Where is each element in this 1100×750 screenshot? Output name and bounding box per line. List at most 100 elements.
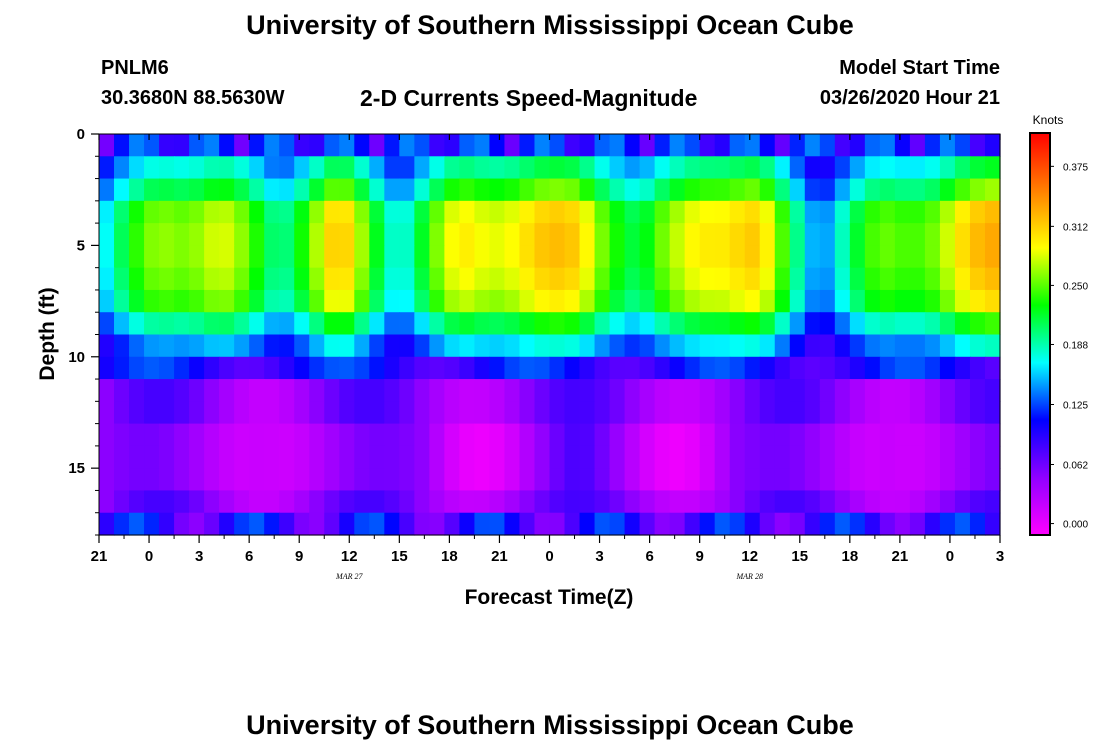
heatmap-cell [414,468,430,492]
heatmap-cell [954,223,971,246]
heatmap-cell [834,223,851,246]
heatmap-cell [489,178,506,202]
heatmap-cell [399,312,415,336]
heatmap-cell [234,200,250,224]
heatmap-cell [249,512,265,536]
heatmap-cell [864,245,881,269]
station-id: PNLM6 [101,57,169,79]
heatmap-cell [654,512,671,536]
y-axis-label: Depth (ft) [36,287,59,380]
heatmap-cell [609,178,626,202]
heatmap-cell [294,401,310,425]
heatmap-cell [624,245,641,269]
heatmap-cell [279,490,295,514]
heatmap-cell [429,267,445,291]
heatmap-cell [819,245,836,269]
heatmap-cell [519,178,536,202]
heatmap-cell [804,401,821,425]
heatmap-cell [204,289,220,313]
heatmap-cell [879,178,896,202]
heatmap-cell [714,468,731,492]
heatmap-cell [849,490,866,514]
heatmap-cell [189,267,205,291]
heatmap-cell [384,445,400,469]
heatmap-cell [399,267,415,291]
heatmap-cell [594,334,611,358]
heatmap-cell [369,334,385,358]
heatmap-cell [699,445,716,469]
heatmap-cell [909,490,926,514]
heatmap-cell [864,289,881,313]
heatmap-cell [789,245,806,269]
heatmap-cell [774,245,791,269]
heatmap-cell [804,334,821,358]
heatmap-cell [654,200,671,224]
heatmap-cell [444,490,460,514]
heatmap-cell [699,156,716,180]
heatmap-cell [324,445,340,469]
heatmap-cell [414,267,430,291]
heatmap-cell [894,512,911,536]
heatmap-cell [714,156,731,180]
heatmap-cell [639,334,656,358]
heatmap-cell [654,312,671,336]
heatmap-cell [789,401,806,425]
heatmap-cell [459,379,476,402]
heatmap-cell [174,223,190,246]
heatmap-cell [264,401,280,425]
heatmap-cell [759,512,776,536]
heatmap-cell [414,156,430,180]
heatmap-cell [804,200,821,224]
heatmap-cell [504,312,521,336]
heatmap-cell [114,223,130,246]
heatmap-cell [114,334,130,358]
heatmap-cell [189,156,205,180]
heatmap-cell [219,223,235,246]
colorbar-tick-label: 0.125 [1063,400,1088,411]
heatmap-cell [144,468,160,492]
colorbar-tick-label: 0.188 [1063,340,1088,351]
heatmap-cell [609,200,626,224]
heatmap-cell [534,445,551,469]
heatmap-cell [234,312,250,336]
heatmap-cell [249,134,265,157]
heatmap-cell [384,156,400,180]
heatmap-cell [174,423,190,447]
heatmap-cell [564,312,581,336]
heatmap-cell [354,423,370,447]
heatmap-cell [564,178,581,202]
heatmap-cell [684,267,701,291]
heatmap-cell [714,401,731,425]
heatmap-cell [579,334,596,358]
heatmap-cell [654,178,671,202]
heatmap-cell [789,267,806,291]
heatmap-cell [444,312,460,336]
heatmap-cell [924,423,941,447]
x-tick-label: 0 [946,548,954,565]
heatmap-cell [384,289,400,313]
heatmap-cell [474,379,491,402]
heatmap-cell [189,468,205,492]
heatmap-cell [594,468,611,492]
heatmap-cell [834,445,851,469]
heatmap-cell [204,445,220,469]
heatmap-cell [909,334,926,358]
heatmap-cell [969,334,986,358]
heatmap-cell [819,445,836,469]
heatmap-cell [144,178,160,202]
heatmap-cell [384,200,400,224]
heatmap-cell [279,289,295,313]
heatmap-cell [354,134,370,157]
heatmap-cell [759,156,776,180]
heatmap-cell [159,379,175,402]
heatmap-cell [744,401,761,425]
heatmap-cell [579,200,596,224]
heatmap-cell [144,223,160,246]
station-coords: 30.3680N 88.5630W [101,87,285,109]
heatmap-cell [684,223,701,246]
heatmap-cell [744,267,761,291]
heatmap-cell [834,178,851,202]
heatmap-cell [384,178,400,202]
heatmap-cell [939,200,956,224]
heatmap-cell [984,445,1001,469]
